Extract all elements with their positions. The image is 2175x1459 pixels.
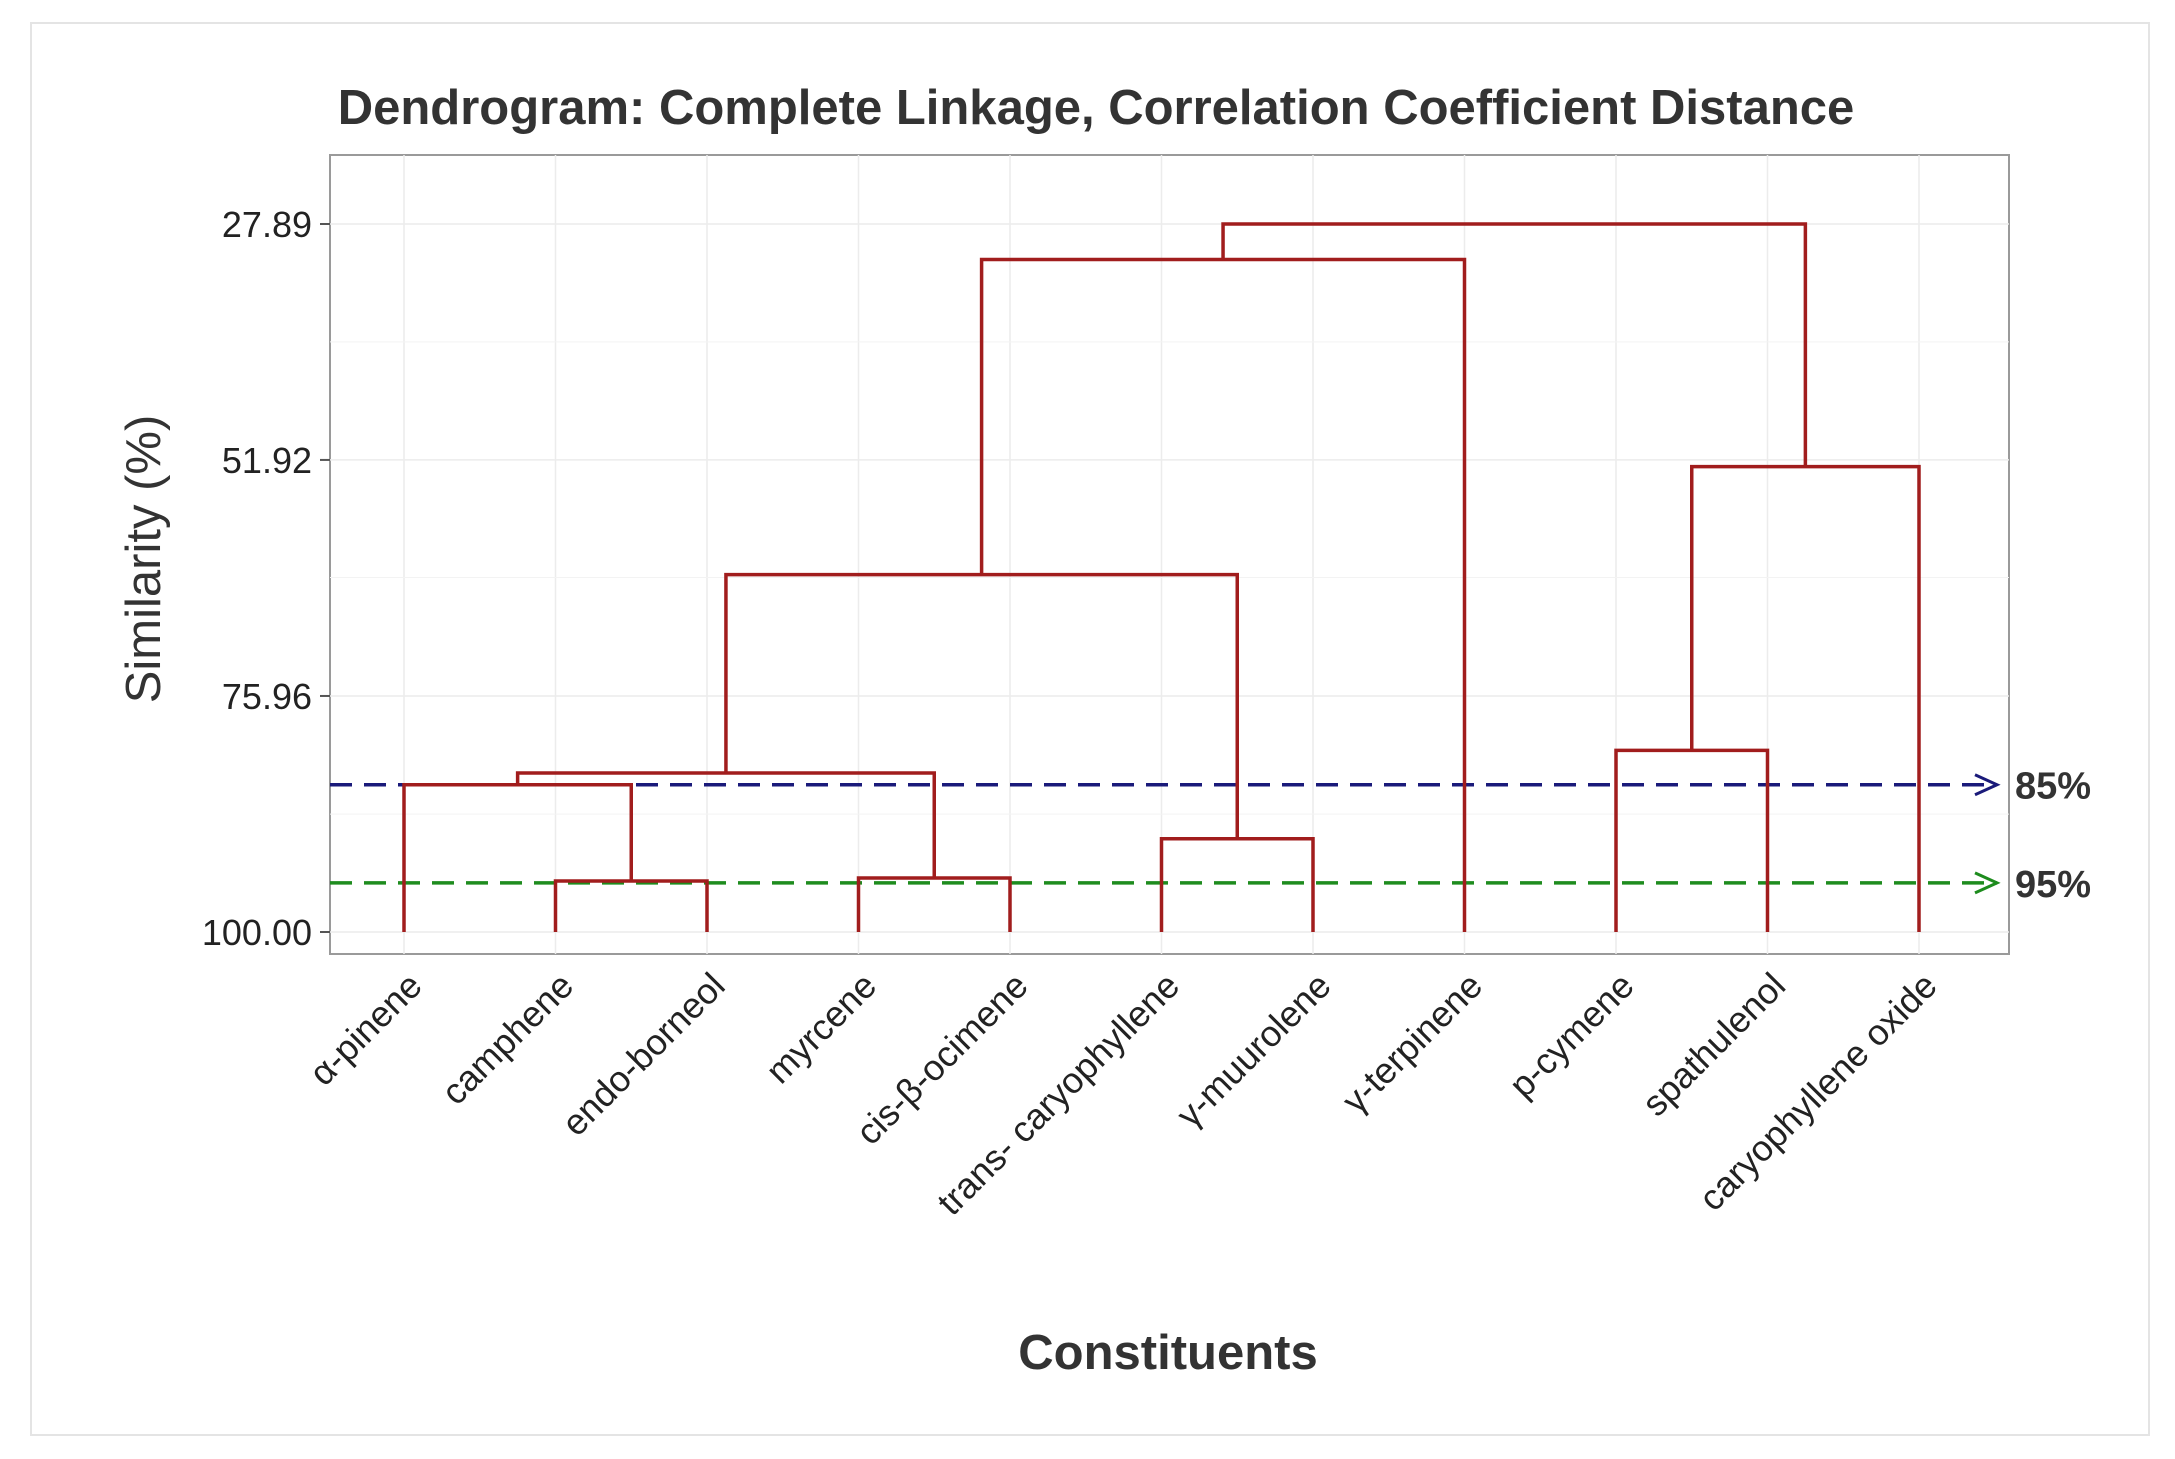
dendrogram-link (1221, 222, 1808, 467)
cut-line-arrow (1974, 871, 2001, 895)
leaf-label: γ-muurolene (1168, 965, 1338, 1135)
leaf-label: endo-borneol (554, 965, 733, 1144)
dendrogram-chart: Dendrogram: Complete Linkage, Correlatio… (117, 81, 2091, 1380)
grid (330, 155, 2009, 954)
dendrogram-link (724, 572, 1239, 839)
dendrogram-link (553, 879, 709, 932)
plot-area (329, 154, 2010, 955)
cut-line-label: 95% (2015, 864, 2091, 906)
cut-line-label: 85% (2015, 766, 2091, 808)
leaf-label: myrcene (758, 965, 885, 1092)
y-tick-label: 100.00 (202, 912, 312, 953)
cut-line-arrow (1974, 773, 2001, 797)
leaf-label: p-cymene (1501, 965, 1642, 1106)
y-tick-label: 27.89 (222, 204, 312, 245)
y-axis-ticks: 27.89 51.92 75.96 100.00 (202, 204, 330, 953)
chart-title: Dendrogram: Complete Linkage, Correlatio… (338, 81, 1855, 135)
chart-frame: Dendrogram: Complete Linkage, Correlatio… (30, 22, 2150, 1436)
dendrogram-link (1614, 748, 1770, 932)
leaf-label: γ-terpinene (1334, 965, 1490, 1121)
x-axis-label: Constituents (1018, 1326, 1317, 1380)
leaf-label: camphene (433, 965, 581, 1113)
y-tick-label: 75.96 (222, 676, 312, 717)
dendrogram-link (1159, 836, 1315, 932)
leaf-label: spathulenol (1634, 965, 1793, 1124)
leaf-label: α-pinene (301, 965, 430, 1094)
y-tick-label: 51.92 (222, 440, 312, 481)
y-axis-label: Similarity (%) (117, 415, 171, 704)
dendrogram-branches (402, 222, 1921, 932)
